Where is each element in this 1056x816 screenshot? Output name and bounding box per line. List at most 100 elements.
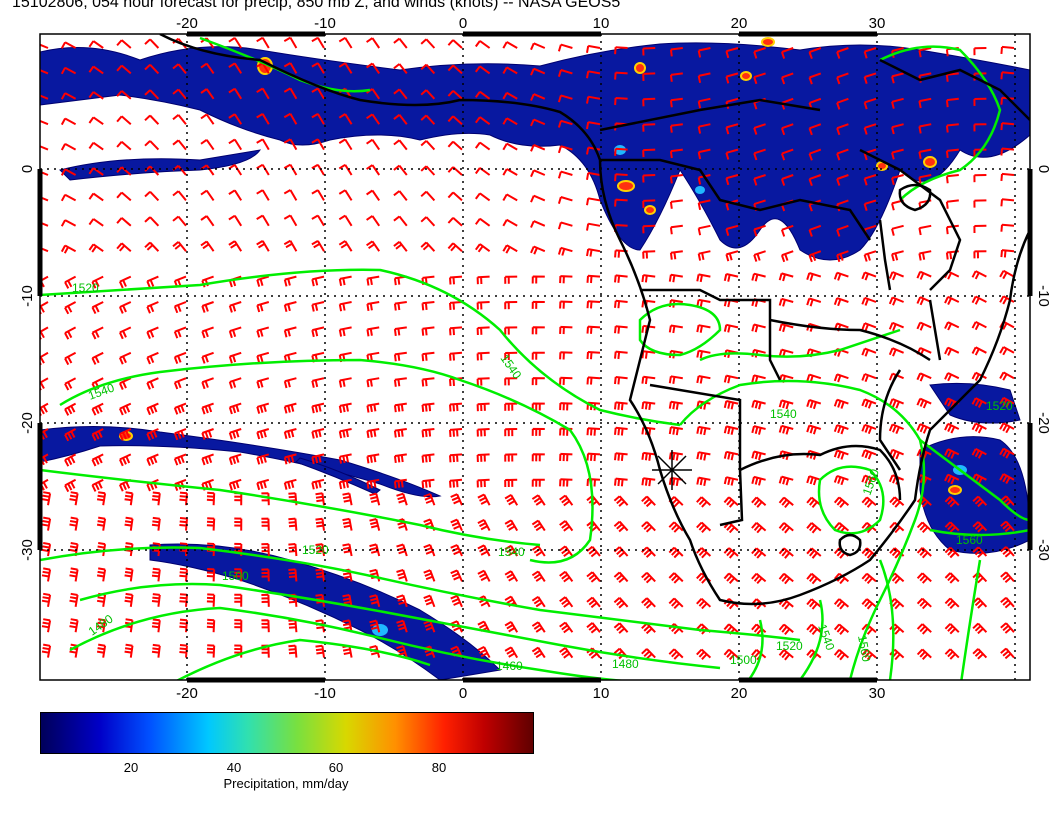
wind-barb bbox=[557, 119, 573, 128]
wind-barb bbox=[778, 623, 794, 636]
wind-barb bbox=[1000, 122, 1015, 131]
wind-barb bbox=[338, 113, 353, 125]
wind-barb bbox=[723, 623, 739, 635]
wind-barb bbox=[64, 402, 77, 416]
wind-barb bbox=[586, 478, 601, 487]
wind-barb bbox=[423, 620, 436, 633]
africa-west-coast bbox=[159, 34, 1030, 606]
wind-barb bbox=[261, 619, 270, 633]
wind-barb bbox=[696, 375, 711, 384]
wind-barb bbox=[559, 300, 573, 309]
wind-barb bbox=[557, 43, 573, 52]
wind-barb bbox=[338, 214, 353, 227]
wind-barb bbox=[151, 567, 161, 582]
wind-barb bbox=[696, 451, 711, 461]
wind-barb bbox=[806, 399, 822, 410]
wind-barb bbox=[474, 40, 491, 49]
wind-barb bbox=[641, 401, 656, 411]
wind-barb bbox=[557, 94, 573, 103]
lat-tick: 0 bbox=[19, 165, 36, 173]
wind-barb bbox=[393, 351, 407, 362]
wind-barb bbox=[973, 123, 987, 132]
wind-barb bbox=[449, 275, 463, 285]
wind-barb bbox=[366, 62, 381, 74]
wind-barb bbox=[557, 246, 573, 256]
wind-barb bbox=[696, 324, 711, 333]
wind-barb bbox=[944, 648, 960, 660]
wind-barb bbox=[41, 643, 52, 658]
wind-barb bbox=[889, 547, 905, 559]
wind-barb bbox=[201, 301, 214, 313]
colorbar-tick: 80 bbox=[431, 760, 447, 775]
wind-barb bbox=[396, 645, 408, 658]
wind-barb bbox=[206, 568, 216, 582]
wind-barb bbox=[641, 375, 656, 385]
wind-barb bbox=[753, 250, 766, 262]
wind-barb bbox=[861, 449, 877, 460]
wind-barb bbox=[530, 42, 546, 51]
wind-barb bbox=[751, 450, 766, 461]
wind-barb bbox=[447, 217, 463, 227]
wind-barb bbox=[531, 646, 546, 659]
wind-barb bbox=[450, 594, 463, 608]
wind-barb bbox=[888, 296, 904, 306]
wind-barb bbox=[780, 123, 794, 136]
contour-1560-se bbox=[929, 528, 1030, 537]
wind-barb bbox=[151, 593, 161, 607]
wind-barb bbox=[806, 496, 822, 509]
wind-barb bbox=[916, 623, 932, 635]
wind-barb bbox=[723, 476, 739, 486]
wind-barb bbox=[447, 39, 463, 49]
wind-barb bbox=[91, 351, 104, 365]
wind-barb bbox=[64, 351, 77, 366]
border-horn bbox=[879, 58, 1030, 121]
wind-barb bbox=[780, 47, 794, 59]
wind-barb bbox=[338, 402, 352, 413]
wind-barb bbox=[172, 88, 187, 100]
wind-barb bbox=[723, 648, 739, 661]
contour-1540-west bbox=[59, 358, 594, 564]
wind-barb bbox=[64, 478, 77, 493]
wind-barb bbox=[234, 517, 243, 531]
wind-barb bbox=[861, 347, 877, 357]
wind-barb bbox=[311, 240, 325, 252]
wind-barb bbox=[421, 326, 435, 336]
wind-barb bbox=[118, 428, 132, 441]
lat-ticks-right: 0 -10 -20 -30 bbox=[1035, 165, 1052, 561]
wind-barb bbox=[861, 322, 877, 332]
wind-barb bbox=[200, 62, 215, 74]
wind-barb bbox=[60, 168, 77, 176]
wind-barb bbox=[586, 171, 601, 180]
wind-barb bbox=[41, 567, 52, 582]
wind-barb bbox=[116, 39, 132, 49]
wind-barb bbox=[753, 47, 766, 59]
wind-barb bbox=[40, 326, 49, 340]
wind-barb bbox=[1000, 223, 1015, 232]
wind-barb bbox=[420, 114, 436, 125]
wind-barb bbox=[753, 174, 766, 186]
wind-barb bbox=[504, 595, 519, 608]
wind-barb bbox=[916, 648, 932, 660]
wind-barb bbox=[863, 72, 877, 84]
wind-barb bbox=[696, 476, 711, 486]
contour-label: 1480 bbox=[612, 657, 639, 671]
wind-barb bbox=[366, 453, 380, 464]
wind-barb bbox=[641, 597, 656, 609]
wind-barb bbox=[697, 123, 711, 134]
contour-label: 1520 bbox=[72, 281, 99, 295]
wind-barb bbox=[228, 351, 242, 364]
wind-barb bbox=[504, 544, 519, 557]
wind-barb bbox=[725, 72, 739, 84]
wind-barb bbox=[502, 244, 518, 254]
wind-barb bbox=[669, 47, 683, 57]
wind-barb bbox=[723, 425, 739, 435]
wind-barb bbox=[116, 140, 132, 151]
wind-barb bbox=[315, 517, 325, 531]
wind-barb bbox=[311, 87, 325, 100]
wind-barb bbox=[91, 478, 104, 492]
wind-barb bbox=[669, 199, 683, 209]
wind-barb bbox=[206, 517, 216, 531]
wind-barb bbox=[972, 495, 988, 508]
wind-barb bbox=[696, 597, 712, 610]
wind-barb bbox=[723, 273, 739, 282]
